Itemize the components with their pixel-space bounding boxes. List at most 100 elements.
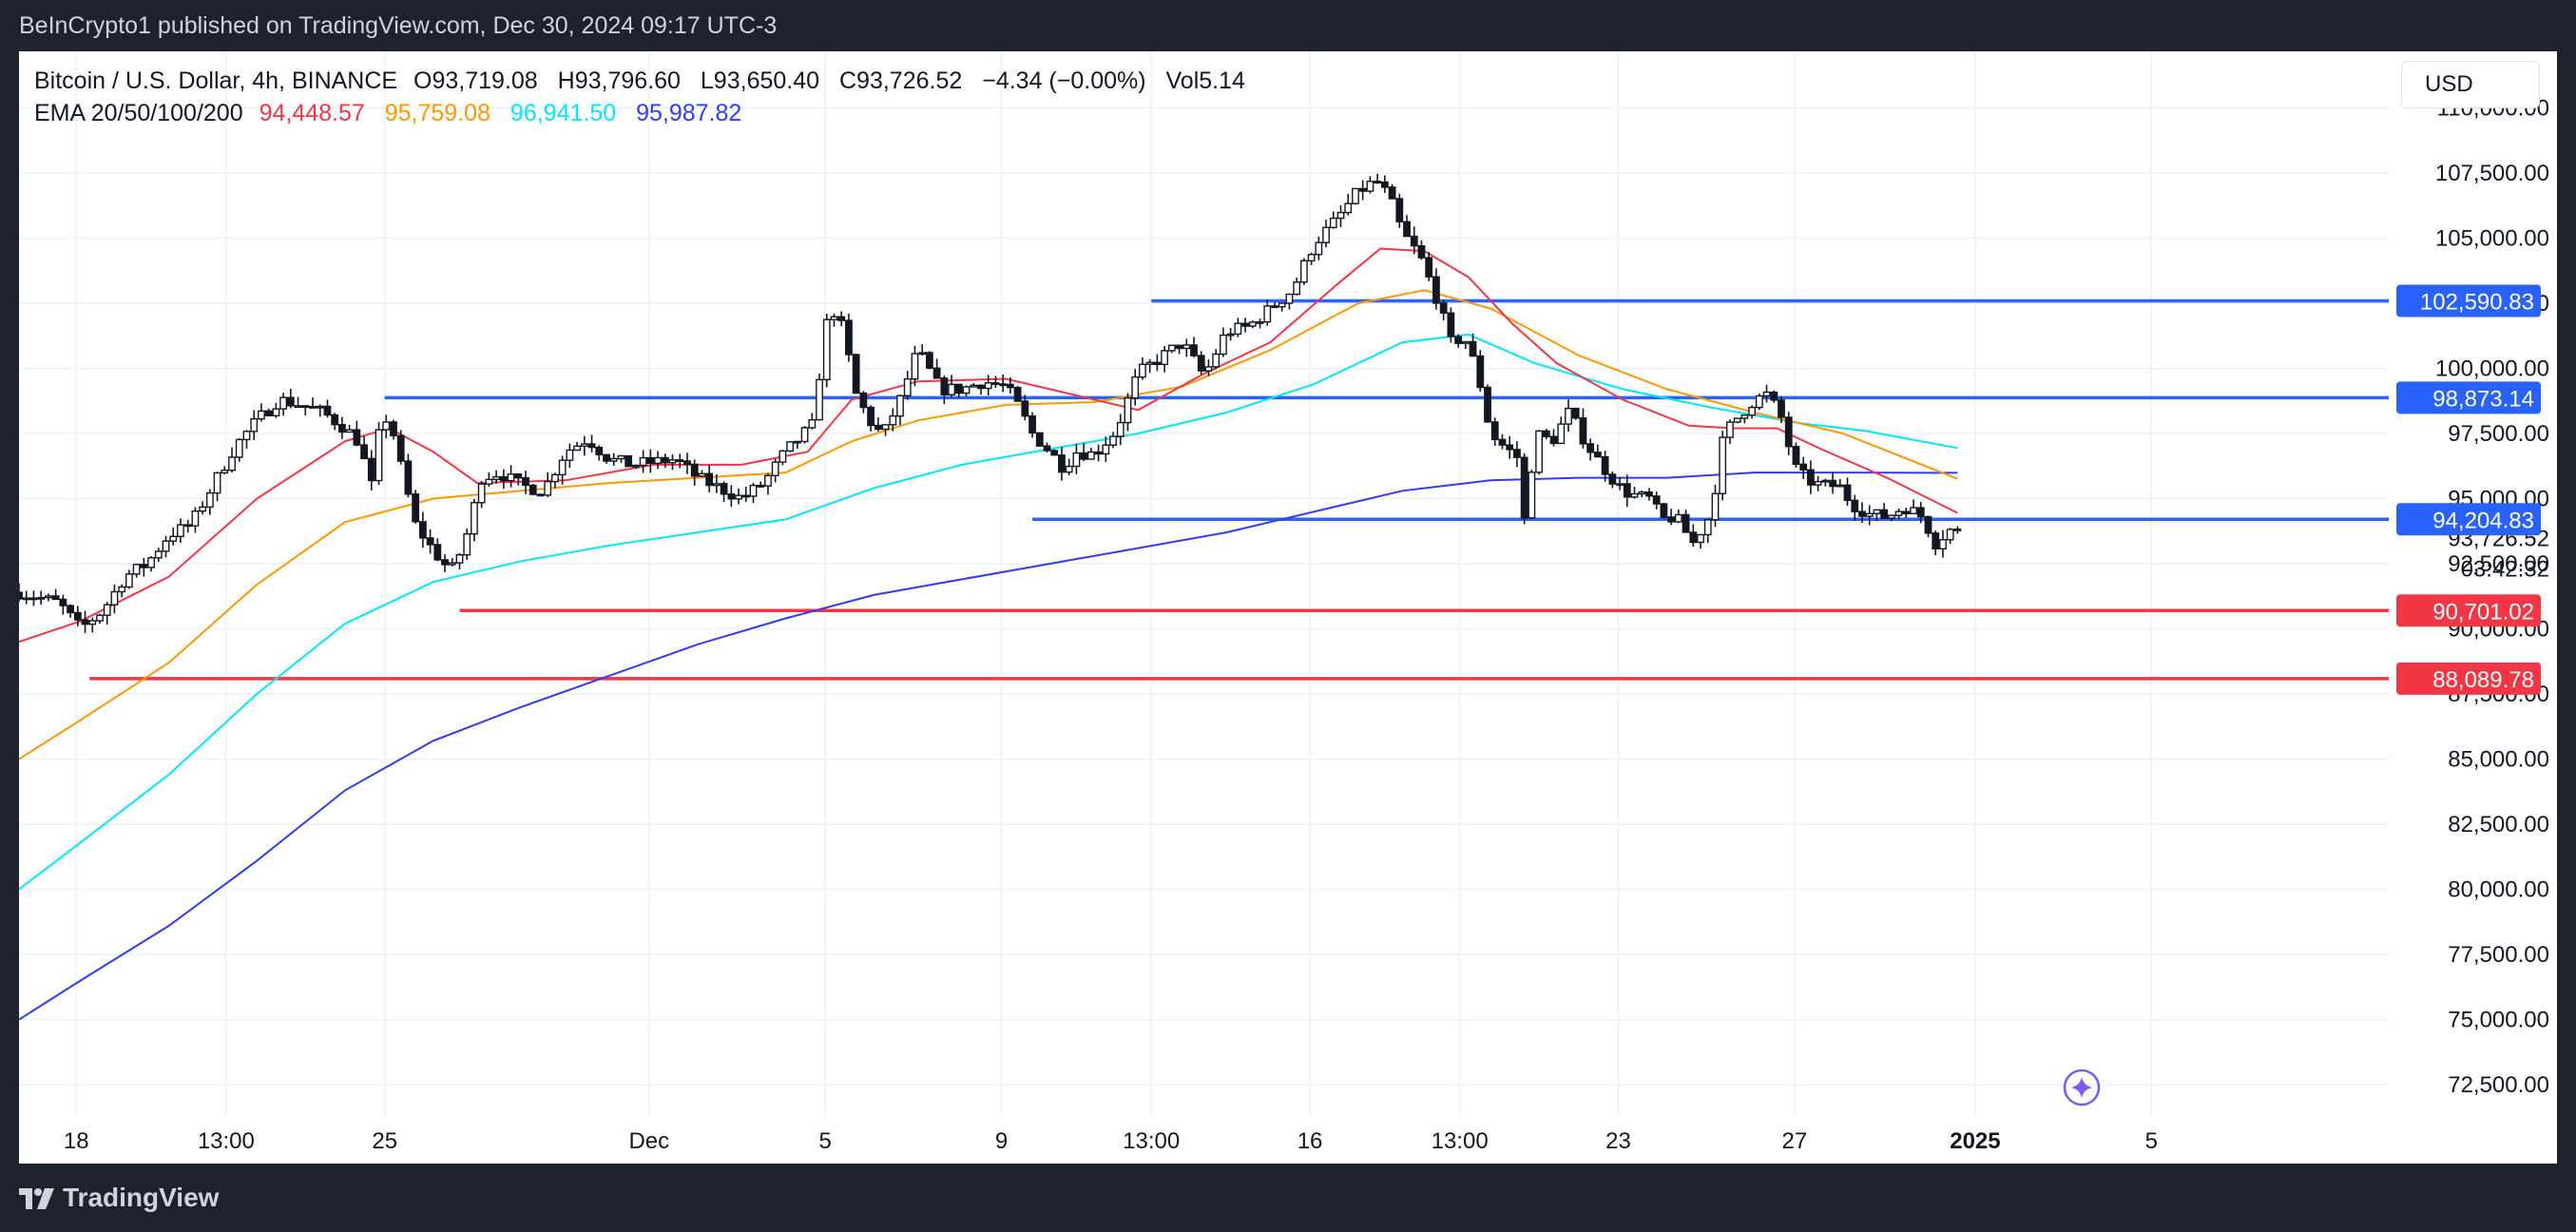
candle-down: [741, 494, 750, 498]
y-axis-tick-label: 105,000.00: [2435, 226, 2549, 252]
resistance-level-badge[interactable]: [2396, 503, 2541, 536]
candle-up: [1065, 465, 1073, 473]
x-axis-tick-label: 27: [1782, 1128, 1808, 1154]
candle-up: [1836, 484, 1844, 488]
candle-down: [412, 493, 420, 523]
candle-down: [625, 454, 633, 468]
candle-up: [639, 456, 647, 467]
candle-up: [96, 614, 104, 622]
candle-down: [1689, 531, 1698, 544]
y-axis-tick-label: 80,000.00: [2448, 877, 2549, 903]
candle-down: [441, 559, 449, 566]
candle-up: [1528, 472, 1536, 519]
y-axis-tick-label: 100,000.00: [2435, 356, 2549, 382]
currency-selector[interactable]: USD: [2401, 61, 2540, 108]
support-level-badge[interactable]: [2396, 662, 2541, 695]
candle-up: [1873, 509, 1881, 514]
candle-up: [1116, 421, 1125, 437]
candle-down: [433, 544, 442, 561]
candle-up: [948, 383, 955, 395]
candle-down: [1094, 451, 1103, 455]
x-axis-tick-label: 9: [995, 1128, 1008, 1154]
support-level-badge[interactable]: [2396, 594, 2541, 627]
candle-up: [1814, 480, 1822, 486]
candle-up: [221, 469, 229, 474]
candle-down: [1490, 421, 1499, 441]
resistance-level-badge[interactable]: [2396, 381, 2541, 414]
support-level-value: 88,089.78: [2432, 667, 2534, 693]
candle-up: [471, 502, 478, 535]
candle-up: [103, 604, 111, 616]
candle-up: [962, 386, 971, 395]
candle-up: [1953, 528, 1962, 531]
x-axis-tick-label: 23: [1605, 1128, 1631, 1154]
candle-up: [477, 483, 486, 504]
candle-down: [1601, 455, 1609, 475]
volume-value: Vol5.14: [1165, 67, 1245, 94]
ema-indicator-title[interactable]: EMA 20/50/100/200: [34, 100, 243, 126]
candle-up: [1939, 539, 1947, 550]
candle-up: [1638, 491, 1646, 495]
candle-up: [382, 421, 391, 431]
y-axis-tick-label: 85,000.00: [2448, 747, 2549, 773]
candle-up: [199, 506, 207, 512]
candle-down: [1623, 483, 1631, 498]
resistance-level-value: 94,204.83: [2432, 508, 2534, 533]
candle-up: [822, 318, 831, 381]
candle-up: [463, 532, 471, 556]
candle-up: [1256, 320, 1264, 324]
bar-countdown-label: 03:42:32: [2461, 556, 2549, 582]
candle-up: [228, 456, 236, 472]
candle-down: [19, 591, 23, 600]
candle-down: [1858, 510, 1866, 517]
candle-down: [1050, 450, 1059, 456]
x-axis-tick-label: 13:00: [1432, 1128, 1489, 1154]
ema100-value: 96,941.50: [509, 100, 617, 126]
candle-down: [977, 384, 985, 390]
candle-up: [573, 445, 582, 452]
candle-up: [250, 417, 259, 433]
candle-up: [1762, 391, 1771, 397]
candle-up: [1139, 363, 1146, 378]
candle-down: [852, 354, 860, 395]
candle-up: [1234, 322, 1242, 336]
candle-down: [1924, 515, 1932, 534]
candle-up: [1131, 375, 1140, 399]
candle-down: [595, 446, 604, 456]
candle-down: [1417, 244, 1426, 259]
candle-down: [1660, 503, 1668, 518]
candle-up: [749, 484, 758, 497]
candle-up: [1167, 344, 1176, 352]
candle-up: [1307, 254, 1316, 262]
candle-down: [940, 377, 949, 395]
candle-up: [507, 473, 515, 482]
candle-up: [1740, 414, 1749, 419]
candle-down: [29, 597, 38, 601]
candle-down: [536, 493, 545, 497]
candle-down: [683, 460, 691, 466]
candle-down: [587, 443, 596, 449]
candle-down: [1358, 187, 1367, 192]
candle-down: [926, 352, 933, 369]
candle-down: [1932, 532, 1940, 550]
ema200-value: 95,987.82: [636, 100, 742, 126]
candle-down: [1058, 454, 1066, 473]
candle-up: [147, 557, 155, 568]
candle-down: [1682, 513, 1690, 533]
candle-down: [932, 367, 941, 379]
resistance-level-badge[interactable]: [2396, 284, 2541, 318]
candle-up: [1755, 395, 1763, 409]
brand-name: TradingView: [63, 1183, 220, 1212]
candle-down: [1608, 473, 1617, 485]
x-axis-tick-label: 13:00: [1123, 1128, 1180, 1154]
legend-symbol-row: Bitcoin / U.S. Dollar, 4h, BINANCE O93,7…: [34, 65, 1259, 97]
candle-down: [81, 619, 89, 626]
candle-up: [1366, 181, 1375, 192]
candle-down: [264, 410, 273, 417]
chart-area[interactable]: 72,500.00 75,000.00 77,500.00 80,000.00 82,5…: [19, 51, 2557, 1164]
price-chart[interactable]: 72,500.00 75,000.00 77,500.00 80,000.00 82,5…: [19, 51, 2557, 1164]
candle-up: [1557, 423, 1566, 445]
candle-up: [1630, 492, 1639, 498]
symbol-title[interactable]: Bitcoin / U.S. Dollar, 4h, BINANCE: [34, 67, 398, 94]
candle-up: [1219, 334, 1227, 356]
